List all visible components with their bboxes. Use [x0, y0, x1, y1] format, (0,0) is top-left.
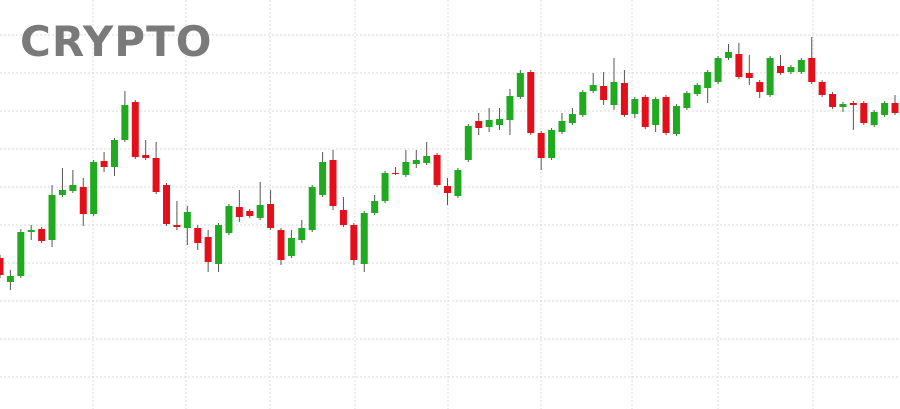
candle-body	[48, 195, 56, 240]
candle-body	[766, 58, 774, 95]
candle-body	[444, 186, 451, 193]
candle-body	[27, 230, 35, 232]
chart-title: CRYPTO	[20, 17, 212, 66]
candle-body	[485, 120, 493, 127]
candle-body	[558, 121, 566, 132]
candle-body	[548, 130, 556, 158]
candle-body	[308, 187, 316, 230]
candle-body	[142, 155, 150, 158]
candle-body	[860, 103, 868, 123]
candle-body	[839, 104, 847, 107]
candle-body	[808, 58, 816, 82]
candle-body	[287, 238, 295, 256]
candle-body	[204, 237, 212, 262]
candle-body	[433, 155, 441, 185]
candle-body	[693, 85, 701, 94]
candle-body	[579, 92, 587, 115]
candle-body	[506, 96, 514, 120]
candle-body	[0, 258, 4, 275]
candle-body	[610, 82, 618, 105]
candle-body	[391, 173, 399, 174]
candle-body	[787, 67, 795, 72]
candle-body	[849, 103, 857, 105]
candle-body	[17, 232, 25, 276]
candles	[0, 37, 899, 290]
candle-body	[777, 66, 785, 73]
candle-body	[704, 72, 712, 88]
candle-body	[464, 126, 472, 160]
candle-body	[38, 229, 46, 241]
candle-body	[652, 99, 660, 125]
candle-body	[277, 230, 285, 260]
candle-body	[267, 204, 275, 228]
candle-body	[6, 276, 14, 282]
candle-body	[527, 72, 535, 133]
candle-body	[881, 103, 889, 115]
candle-body	[215, 225, 223, 264]
candle-body	[641, 97, 649, 127]
candle-body	[516, 73, 524, 97]
candle-body	[339, 210, 347, 225]
candle-body	[662, 97, 670, 133]
candle-body	[537, 133, 545, 158]
candle-body	[600, 86, 608, 100]
candle-body	[371, 201, 379, 213]
candle-body	[402, 162, 410, 175]
candle-body	[360, 213, 368, 264]
candle-body	[756, 82, 764, 92]
candle-body	[110, 140, 118, 167]
candle-body	[683, 93, 691, 108]
candle-body	[672, 106, 680, 134]
candle-body	[256, 205, 264, 218]
candle-body	[381, 173, 389, 201]
candle-body	[194, 228, 202, 243]
candle-body	[870, 112, 878, 125]
candle-body	[745, 73, 753, 78]
candle-body	[173, 225, 181, 227]
candle-body	[797, 60, 805, 72]
candle-body	[829, 94, 837, 107]
candle-body	[620, 83, 628, 115]
candle-body	[568, 114, 576, 123]
candle-body	[631, 99, 639, 114]
candle-body	[818, 82, 826, 95]
candle-body	[423, 156, 431, 163]
candle-body	[225, 206, 233, 233]
candle-body	[350, 225, 358, 260]
candle-body	[298, 228, 306, 240]
candle-body	[496, 119, 504, 125]
candle-body	[235, 207, 243, 217]
candle-body	[891, 103, 899, 113]
candle-body	[58, 190, 66, 195]
candle-body	[246, 211, 254, 216]
candle-body	[100, 161, 108, 167]
candle-body	[183, 212, 191, 228]
candle-body	[69, 185, 77, 191]
candle-body	[319, 162, 327, 195]
candle-body	[589, 85, 597, 91]
candle-body	[152, 158, 160, 192]
candle-body	[714, 58, 722, 82]
candle-body	[79, 187, 87, 214]
candle-body	[121, 105, 129, 140]
candle-body	[329, 160, 337, 206]
candle-body	[735, 54, 743, 77]
candle-body	[131, 102, 139, 157]
candle-body	[475, 121, 483, 128]
horizontal-grid	[0, 34, 900, 378]
candle-body	[163, 185, 171, 224]
candle-body	[90, 162, 98, 214]
candle-body	[724, 52, 732, 58]
candle-body	[454, 170, 462, 196]
candle-body	[412, 160, 420, 164]
